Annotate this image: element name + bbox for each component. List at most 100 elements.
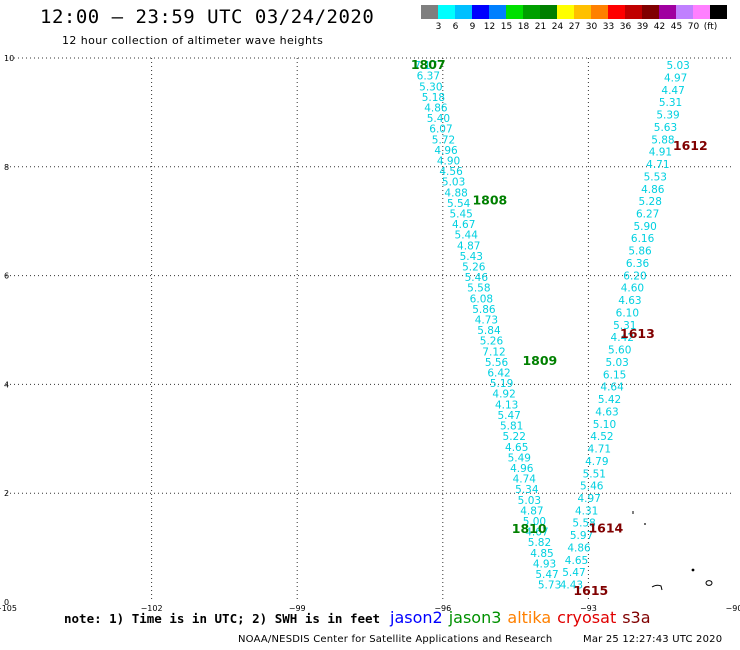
wave-height-label: 4.71 <box>588 444 611 456</box>
scale-swatch <box>676 5 693 19</box>
scale-label: 9 <box>469 22 476 32</box>
wave-height-label: 5.31 <box>659 97 682 109</box>
legend-altika: altika <box>507 608 552 627</box>
wave-height-label: 5.18 <box>422 92 445 104</box>
wave-height-label: 6.10 <box>616 307 639 319</box>
y-tick-label: 10 <box>4 54 14 63</box>
wave-height-label: 5.00 <box>523 516 546 528</box>
island-shape <box>705 580 713 586</box>
scale-swatch <box>438 5 455 19</box>
wave-height-label: 5.46 <box>465 272 489 284</box>
legend-s3a: s3a <box>622 608 651 627</box>
scale-swatch <box>659 5 676 19</box>
x-tick-label: −93 <box>580 604 597 613</box>
y-tick-label: 8 <box>4 163 9 172</box>
scale-label: 70 <box>687 22 700 32</box>
footer-note: note: 1) Time is in UTC; 2) SWH is in fe… <box>64 611 381 626</box>
wave-height-label: 5.84 <box>477 325 501 337</box>
x-tick-label: −105 <box>0 604 17 613</box>
scale-swatch <box>608 5 625 19</box>
x-tick-label: −102 <box>141 604 163 613</box>
y-tick-label: 2 <box>4 489 9 498</box>
wave-height-label: 4.47 <box>661 85 684 97</box>
wave-height-label: 4.52 <box>590 431 613 443</box>
wave-height-label: 5.46 <box>580 481 604 493</box>
wave-height-label: 5.49 <box>508 452 531 464</box>
x-tick-label: −96 <box>434 604 451 613</box>
wave-height-label: 4.97 <box>578 493 601 505</box>
wave-height-label: 7.17 <box>414 60 437 72</box>
wave-height-label: 4.43 <box>560 580 583 592</box>
wave-height-label: 5.73 <box>538 580 561 592</box>
wave-height-label: 5.86 <box>472 304 496 316</box>
wave-height-label: 5.26 <box>480 336 504 348</box>
wave-height-label: 4.63 <box>618 295 641 307</box>
wave-height-label: 7.12 <box>482 346 505 358</box>
legend-jason3: jason3 <box>448 608 502 627</box>
coastline-fragment <box>651 584 663 591</box>
wave-height-label: 5.19 <box>490 378 513 390</box>
time-label: 1612 <box>673 138 708 153</box>
wave-height-label: 6.07 <box>429 124 452 136</box>
wave-height-label: 5.58 <box>467 283 490 295</box>
wave-height-label: 5.72 <box>432 134 455 146</box>
wave-height-label: 4.65 <box>565 555 588 567</box>
wave-height-label: 4.56 <box>439 166 463 178</box>
wave-height-label: 5.44 <box>455 230 479 242</box>
scale-label: 36 <box>619 22 632 32</box>
time-label: 1809 <box>522 353 557 368</box>
wave-height-label: 5.28 <box>639 196 662 208</box>
wave-height-label: 5.03 <box>442 177 465 189</box>
wave-height-label: 4.79 <box>585 456 608 468</box>
scale-label: 24 <box>551 22 564 32</box>
scale-label: 21 <box>534 22 547 32</box>
scale-swatch <box>540 5 557 19</box>
y-tick-label: 0 <box>4 598 9 607</box>
x-tick-label: −99 <box>289 604 306 613</box>
scale-label: (ft) <box>703 22 718 32</box>
wave-height-label: 5.56 <box>485 357 509 369</box>
scale-swatch <box>557 5 574 19</box>
wave-height-label: 4.88 <box>444 187 467 199</box>
wave-height-label: 6.08 <box>470 293 493 305</box>
legend-cryosat: cryosat <box>557 608 617 627</box>
wave-height-label: 5.31 <box>613 320 636 332</box>
scale-swatch <box>472 5 489 19</box>
wave-height-label: 5.53 <box>644 171 667 183</box>
scale-swatch <box>710 5 727 19</box>
wave-height-label: 4.65 <box>505 442 528 454</box>
scale-swatch <box>574 5 591 19</box>
island-shape <box>644 523 646 525</box>
wave-height-label: 6.36 <box>626 258 650 270</box>
island-shape <box>691 568 695 572</box>
satellite-legend: jason2 jason3 altika cryosat s3a <box>390 608 657 627</box>
chart-title: 12:00 – 23:59 UTC 03/24/2020 <box>40 6 375 28</box>
wave-height-label: 4.86 <box>424 102 448 114</box>
scale-swatch <box>693 5 710 19</box>
wave-height-label: 5.43 <box>460 251 483 263</box>
scale-label: 42 <box>653 22 666 32</box>
wave-height-label: 5.40 <box>427 113 450 125</box>
scale-swatch <box>642 5 659 19</box>
wave-height-label: 5.30 <box>419 81 442 93</box>
wave-height-label: 4.87 <box>457 240 480 252</box>
scale-label: 33 <box>602 22 615 32</box>
wave-height-label: 5.97 <box>570 530 593 542</box>
wave-height-label: 5.03 <box>666 60 689 72</box>
generated-timestamp: Mar 25 12:27:43 UTC 2020 <box>583 634 723 645</box>
wave-height-label: 4.91 <box>649 147 672 159</box>
wave-height-label: 5.26 <box>462 262 486 274</box>
scale-swatch <box>506 5 523 19</box>
wave-height-label: 4.96 <box>510 463 534 475</box>
scale-label: 3 <box>435 22 442 32</box>
wave-height-label: 5.60 <box>608 345 631 357</box>
wave-height-label: 5.22 <box>503 431 526 443</box>
wave-height-label: 5.81 <box>500 421 523 433</box>
time-label: 1807 <box>411 57 446 72</box>
wave-height-label: 6.20 <box>623 270 646 282</box>
wave-height-label: 4.64 <box>600 382 624 394</box>
wave-height-label: 4.13 <box>495 399 518 411</box>
wave-height-label: 4.31 <box>575 505 598 517</box>
scale-swatch <box>625 5 642 19</box>
